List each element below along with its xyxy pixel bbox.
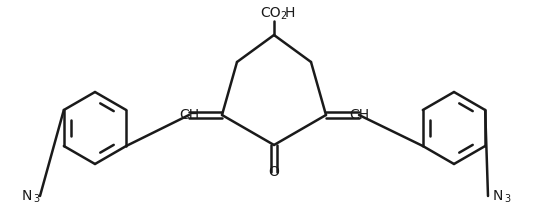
Text: 2: 2 [280,11,286,21]
Text: N: N [22,189,32,203]
Text: H: H [285,6,295,20]
Text: 3: 3 [504,194,510,204]
Text: CO: CO [260,6,281,20]
Text: 3: 3 [33,194,39,204]
Text: N: N [493,189,503,203]
Text: CH: CH [349,108,369,122]
Text: O: O [268,165,279,179]
Text: CH: CH [179,108,199,122]
